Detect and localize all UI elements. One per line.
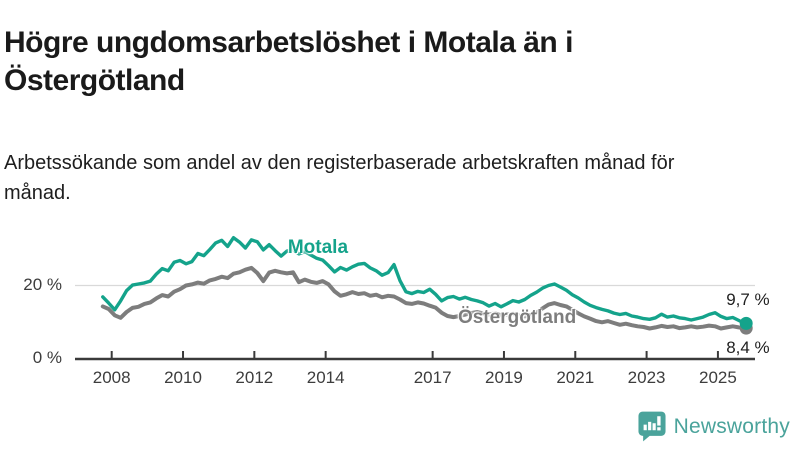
brand-name: Newsworthy <box>673 414 790 438</box>
bar-chart-speech-bubble-icon <box>638 411 666 442</box>
ostergotland-line <box>100 265 747 331</box>
motala-line <box>101 235 747 326</box>
newsworthy-logo: Newsworthy <box>638 411 790 442</box>
page-title: Högre ungdomsarbetslöshet i Motala än i … <box>4 26 573 98</box>
motala-end-dot <box>739 316 753 330</box>
chart-subtitle: Arbetssökande som andel av den registerb… <box>4 152 675 204</box>
